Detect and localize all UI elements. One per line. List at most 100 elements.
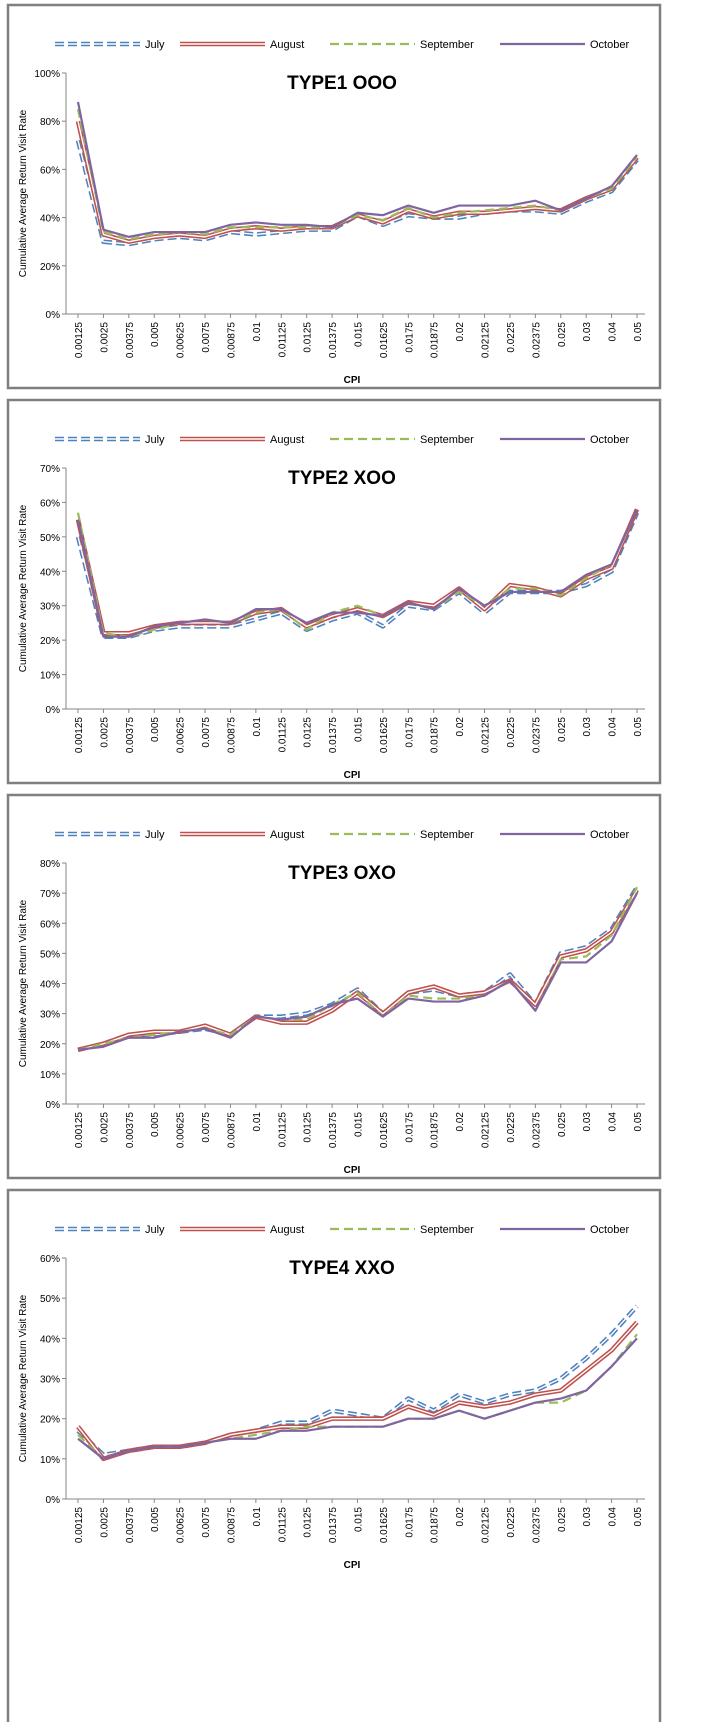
y-tick-label: 70% [40,464,60,475]
x-tick-label: 0.01875 [430,1507,441,1544]
series-line [77,886,638,1051]
x-tick-label: 0.01125 [277,1112,288,1148]
x-tick-label: 0.0025 [99,322,110,353]
x-tick-label: 0.0175 [404,322,415,353]
x-tick-label: 0.025 [557,1507,568,1532]
legend-label: October [590,434,629,446]
x-tick-label: 0.00625 [176,1112,187,1149]
x-tick-label: 0.01625 [379,717,390,754]
x-tick-label: 0.005 [150,1507,161,1532]
y-tick-label: 50% [40,949,60,960]
legend-label: September [420,829,474,841]
x-axis-label: CPI [344,1560,361,1571]
x-axis-label: CPI [344,770,361,781]
x-tick-label: 0.05 [633,322,644,342]
x-tick-label: 0.02 [455,1112,466,1132]
x-tick-label: 0.02 [455,322,466,342]
x-tick-label: 0.01875 [430,322,441,359]
y-tick-label: 60% [40,1254,60,1265]
x-tick-label: 0.04 [608,717,619,737]
x-tick-label: 0.03 [582,1507,593,1527]
legend-label: September [420,434,474,446]
x-tick-label: 0.0225 [506,1507,517,1538]
legend-label: October [590,829,629,841]
x-tick-label: 0.03 [582,1112,593,1132]
x-tick-label: 0.0025 [99,1507,110,1538]
x-tick-label: 0.025 [557,322,568,347]
y-tick-label: 80% [40,859,60,870]
x-tick-label: 0.0175 [404,717,415,748]
x-tick-label: 0.05 [633,1507,644,1527]
x-tick-label: 0.0225 [506,717,517,748]
x-tick-label: 0.01375 [328,322,339,359]
x-tick-label: 0.01125 [277,717,288,753]
x-tick-label: 0.0025 [99,717,110,748]
legend-label: August [270,434,304,446]
y-axis-label: Cumulative Average Return Visit Rate [18,109,29,277]
y-tick-label: 60% [40,165,60,176]
panel-border [6,793,662,1180]
legend-label: July [145,39,165,51]
x-tick-label: 0.00375 [125,1507,136,1544]
x-tick-label: 0.00625 [176,1507,187,1544]
x-tick-label: 0.02375 [531,1112,542,1149]
y-tick-label: 60% [40,498,60,509]
x-tick-label: 0.02125 [481,1112,492,1149]
x-tick-label: 0.03 [582,717,593,737]
legend-label: September [420,1224,474,1236]
series-line [76,508,638,638]
y-tick-label: 20% [40,1040,60,1051]
legend-label: July [145,829,165,841]
y-tick-label: 10% [40,1070,60,1081]
y-tick-label: 40% [40,567,60,578]
x-tick-label: 0.0075 [201,1507,212,1538]
x-tick-label: 0.01875 [430,717,441,754]
x-tick-label: 0.01625 [379,322,390,359]
x-tick-label: 0.05 [633,1112,644,1132]
x-axis-label: CPI [344,375,361,386]
x-tick-label: 0.01625 [379,1112,390,1149]
x-tick-label: 0.04 [608,322,619,342]
x-axis-label: CPI [344,1165,361,1176]
y-tick-label: 30% [40,1010,60,1021]
x-tick-label: 0.015 [354,717,365,742]
x-tick-label: 0.0175 [404,1112,415,1143]
y-tick-label: 20% [40,1415,60,1426]
y-tick-label: 20% [40,262,60,273]
x-tick-label: 0.04 [608,1507,619,1527]
x-tick-label: 0.025 [557,717,568,742]
x-tick-label: 0.0075 [201,322,212,353]
y-tick-label: 10% [40,1455,60,1466]
series-line [76,101,638,238]
series-line [76,508,638,638]
x-tick-label: 0.03 [582,322,593,342]
x-tick-label: 0.00625 [176,717,187,754]
x-tick-label: 0.0025 [99,1112,110,1143]
x-tick-label: 0.02375 [531,1507,542,1544]
x-tick-label: 0.01625 [379,1507,390,1544]
chart-title: TYPE3 OXO [288,863,396,884]
y-tick-label: 40% [40,980,60,991]
y-tick-label: 40% [40,214,60,225]
panel-border [6,3,662,390]
legend-label: August [270,829,304,841]
legend-label: August [270,1224,304,1236]
y-tick-label: 70% [40,889,60,900]
chart-panel: July August September October TYPE3 OXO 0% 10%… [6,793,662,1180]
x-tick-label: 0.00875 [226,322,237,359]
chart-panel: July August September October TYPE2 XOO 0% 10%… [6,398,662,785]
panel-border [6,398,662,785]
x-tick-label: 0.00875 [226,1507,237,1544]
y-axis-label: Cumulative Average Return Visit Rate [18,899,29,1067]
x-tick-label: 0.005 [150,322,161,347]
x-tick-label: 0.01 [252,1112,263,1132]
y-tick-label: 0% [46,310,61,321]
y-tick-label: 60% [40,919,60,930]
x-tick-label: 0.00875 [226,1112,237,1149]
x-tick-label: 0.01375 [328,717,339,754]
x-tick-label: 0.00375 [125,322,136,359]
x-tick-label: 0.025 [557,1112,568,1137]
x-tick-label: 0.02 [455,1507,466,1527]
